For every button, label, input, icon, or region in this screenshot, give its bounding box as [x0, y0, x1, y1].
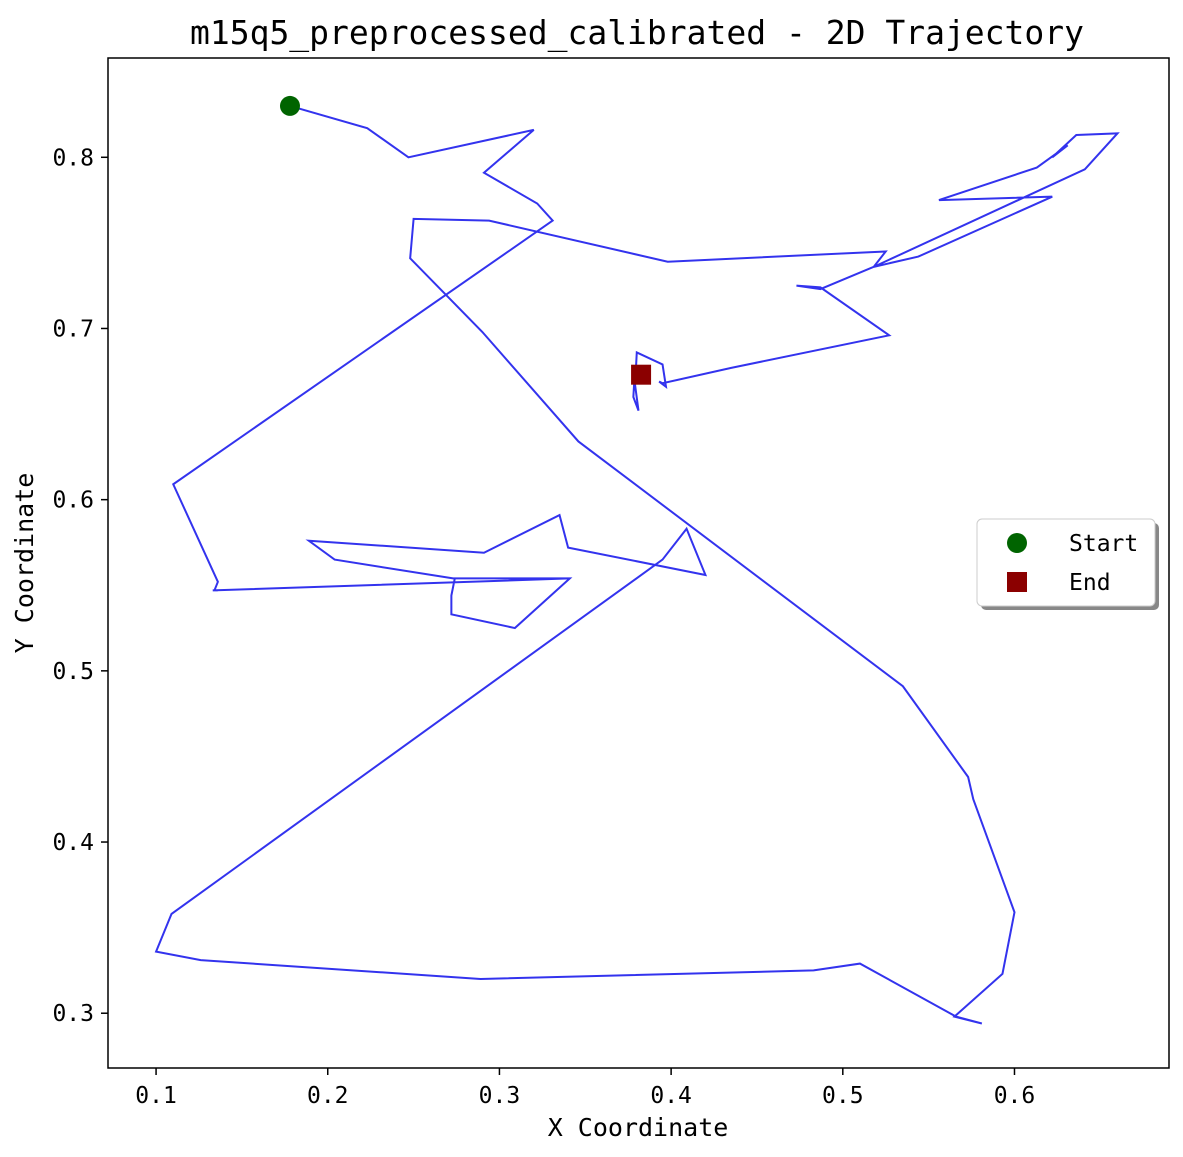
legend-end-label: End: [1069, 570, 1111, 596]
trajectory-line: [154, 104, 1120, 1025]
plot-frame: [107, 57, 1170, 1069]
start-marker: [279, 95, 300, 116]
legend-end-swatch: [1007, 572, 1027, 592]
end-marker: [631, 364, 652, 385]
legend: Start End: [976, 518, 1159, 610]
legend-start-label: Start: [1069, 531, 1138, 557]
chart-title: m15q5_preprocessed_calibrated - 2D Traje…: [190, 13, 1084, 53]
y-tick-label: 0.4: [52, 830, 94, 856]
legend-start-swatch: [1007, 533, 1027, 553]
x-tick-label: 0.5: [822, 1083, 864, 1109]
y-axis-ticks: 0.3 0.4 0.5 0.6 0.7 0.8: [52, 145, 108, 1027]
x-tick-label: 0.4: [650, 1083, 692, 1109]
x-tick-label: 0.1: [135, 1083, 177, 1109]
y-tick-label: 0.7: [52, 316, 94, 342]
y-tick-label: 0.8: [52, 145, 94, 171]
x-tick-label: 0.6: [994, 1083, 1036, 1109]
x-axis-label: X Coordinate: [548, 1113, 729, 1142]
marker-layer: [279, 95, 652, 385]
y-tick-label: 0.6: [52, 488, 94, 514]
x-axis-ticks: 0.1 0.2 0.3 0.4 0.5 0.6: [135, 1068, 1035, 1109]
x-tick-label: 0.2: [307, 1083, 349, 1109]
y-tick-label: 0.5: [52, 659, 94, 685]
series-layer: [154, 104, 1120, 1025]
legend-items: Start End: [1007, 531, 1138, 596]
plot-area: [107, 57, 1170, 1069]
y-tick-label: 0.3: [52, 1001, 94, 1027]
x-tick-label: 0.3: [479, 1083, 521, 1109]
y-axis-label: Y Coordinate: [10, 473, 39, 654]
